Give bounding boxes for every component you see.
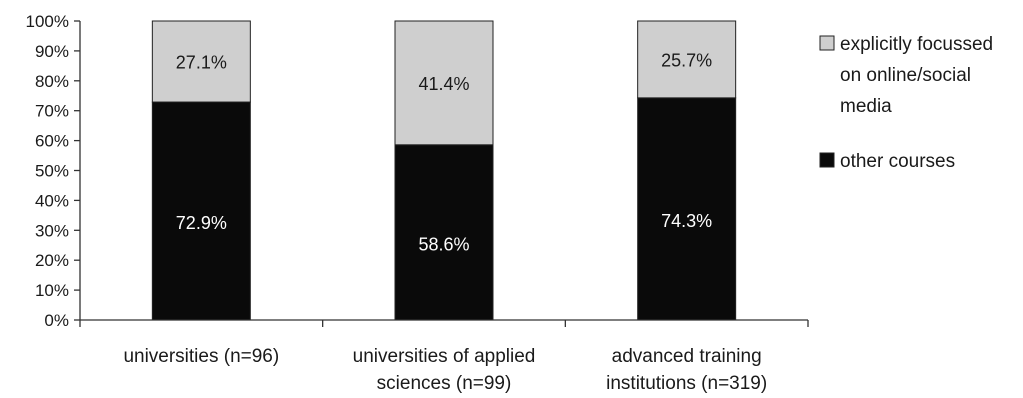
x-axis: universities (n=96) universities of appli… xyxy=(79,319,809,394)
x-category-label: advanced training xyxy=(612,346,762,367)
y-tick-label: 80% xyxy=(35,72,69,91)
y-axis: 0% 10% 20% 30% 40% 50% 60% 70% 80% 90% 100% xyxy=(26,12,81,330)
y-tick-label: 60% xyxy=(35,132,69,151)
y-tick-label: 10% xyxy=(35,281,69,300)
y-tick-label: 0% xyxy=(44,311,69,330)
y-tick-label: 100% xyxy=(26,12,69,31)
bar-segment xyxy=(394,20,494,146)
bar-segment xyxy=(637,20,737,99)
bar-segment xyxy=(637,97,737,321)
y-tick-label: 30% xyxy=(35,221,69,240)
data-label: 27.1% xyxy=(176,53,227,73)
legend-swatch xyxy=(819,152,835,168)
x-category-label: institutions (n=319) xyxy=(606,373,767,394)
y-tick-label: 20% xyxy=(35,251,69,270)
x-category-label: sciences (n=99) xyxy=(377,373,512,394)
data-label: 25.7% xyxy=(661,50,712,70)
legend-label: explicitly focussed xyxy=(840,34,993,55)
bar-segment xyxy=(151,101,251,321)
data-label: 74.3% xyxy=(661,211,712,231)
y-tick-label: 90% xyxy=(35,42,69,61)
legend-label: other courses xyxy=(840,151,955,172)
legend: explicitly focussed on online/social media… xyxy=(819,34,993,172)
y-tick-label: 50% xyxy=(35,162,69,181)
data-label: 58.6% xyxy=(418,234,469,254)
y-tick-label: 40% xyxy=(35,191,69,210)
bars: 72.9% 27.1% 58.6% 41.4% 74.3% 25.7% xyxy=(151,20,737,321)
data-label: 41.4% xyxy=(418,74,469,94)
bar-segment xyxy=(151,20,251,103)
legend-swatch xyxy=(819,35,835,51)
legend-label: on online/social xyxy=(840,65,971,86)
data-label: 72.9% xyxy=(176,213,227,233)
y-tick-label: 70% xyxy=(35,102,69,121)
x-category-label: universities of applied xyxy=(353,346,536,367)
bar-segment xyxy=(394,144,494,321)
x-category-label: universities (n=96) xyxy=(123,346,279,367)
legend-label: media xyxy=(840,96,892,117)
